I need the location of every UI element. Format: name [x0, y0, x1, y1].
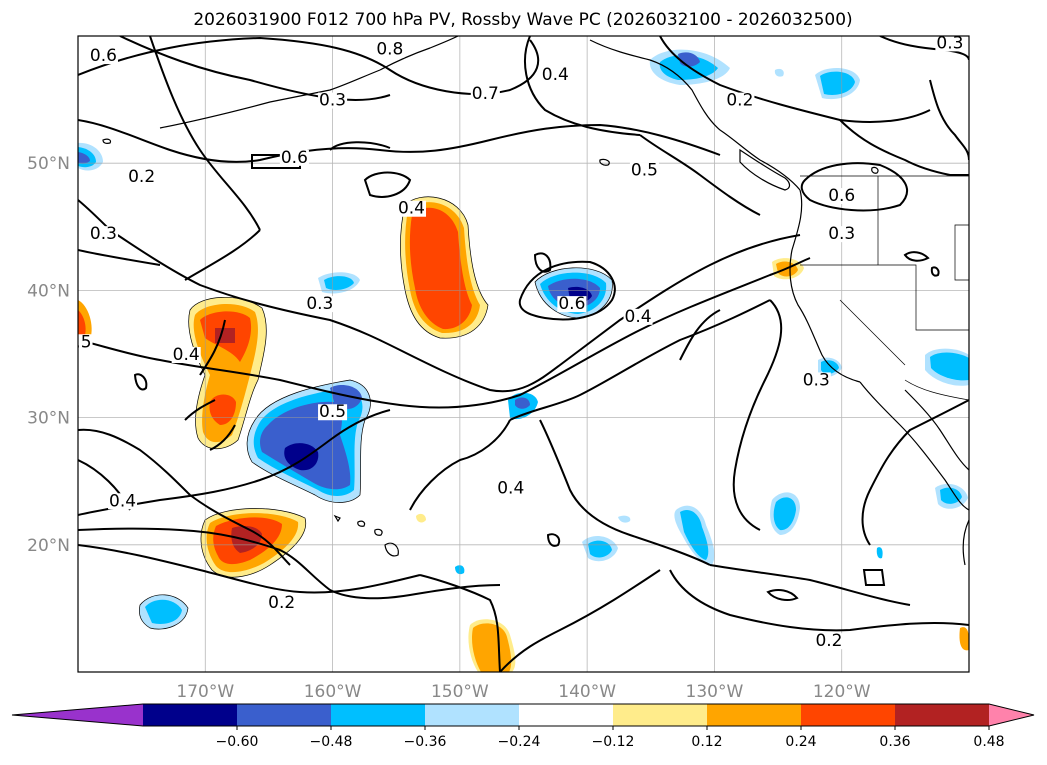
- contour-label-bg-22: [108, 493, 138, 510]
- colorbar-segment-1: [237, 704, 332, 726]
- contour-label-10: 0.6: [828, 186, 855, 206]
- contour-label-7: 0.2: [128, 167, 155, 187]
- contour-label-bg-17: [78, 334, 93, 351]
- y-tick-label-3: 50°N: [27, 154, 70, 174]
- colorbar-tick-label-7: 0.36: [879, 734, 910, 750]
- colorbar-segment-4: [519, 704, 614, 726]
- contour-label-20: 0.5: [319, 402, 346, 422]
- colorbar-extend-min: [12, 704, 143, 726]
- contour-label-bg-12: [88, 226, 118, 243]
- colorbar-tick-label-1: −0.48: [310, 734, 353, 750]
- pv-anomaly-shading: [78, 49, 969, 672]
- contour-label-19: 0.3: [803, 370, 830, 390]
- y-axis-ticks: 20°N 30°N 40°N 50°N: [27, 154, 70, 556]
- coastlines: [102, 36, 969, 566]
- contour-label-bg-10: [827, 188, 857, 204]
- contour-labels: 0.6 0.8 0.3 0.7 0.4 0.2 0.3 0.2 0.6 0.5 0.6 0.4 0.3 0…: [64, 33, 965, 651]
- contour-label-9: 0.5: [631, 161, 658, 181]
- contour-label-bg-23: [267, 595, 297, 612]
- colorbar-tick-label-4: −0.12: [592, 734, 635, 750]
- colorbar-segment-8: [895, 704, 990, 726]
- contour-label-6: 0.3: [936, 33, 963, 53]
- contour-label-bg-13: [827, 226, 857, 243]
- contour-label-bg-20: [318, 404, 348, 421]
- y-tick-label-0: 20°N: [27, 536, 70, 556]
- contour-label-bg-8: [279, 149, 309, 166]
- contour-label-bg-4: [540, 67, 570, 84]
- map-frame: [77, 35, 970, 673]
- contour-label-4: 0.4: [542, 65, 569, 85]
- contour-label-bg-14: [305, 296, 335, 313]
- positive-anomaly-central-north: [400, 196, 488, 339]
- colorbar-segment-5: [613, 704, 708, 726]
- contour-label-bg-21: [496, 480, 526, 497]
- contour-label-17: 0.5: [64, 332, 91, 352]
- contour-label-bg-3: [470, 86, 500, 103]
- y-tick-label-2: 40°N: [27, 281, 70, 301]
- political-borders: [800, 175, 969, 401]
- contour-label-bg-0: [88, 48, 118, 65]
- chart-title: 2026031900 F012 700 hPa PV, Rossby Wave …: [193, 10, 852, 30]
- x-tick-label-4: 130°W: [686, 682, 744, 702]
- map-area: 0.6 0.8 0.3 0.7 0.4 0.2 0.3 0.2 0.6 0.5 0.6 0.4 0.3 0…: [64, 33, 969, 672]
- contour-label-2: 0.3: [319, 91, 346, 111]
- contour-label-bg-9: [629, 162, 659, 179]
- colorbar-tick-label-0: −0.60: [216, 734, 259, 750]
- x-tick-label-1: 160°W: [304, 682, 362, 702]
- contour-label-16: 0.4: [625, 307, 652, 327]
- contour-label-bg-2: [318, 92, 348, 109]
- contour-label-5: 0.2: [726, 91, 753, 111]
- contour-label-13: 0.3: [828, 224, 855, 244]
- colorbar-tick-label-2: −0.36: [404, 734, 447, 750]
- contour-label-15: 0.6: [558, 294, 585, 314]
- x-axis-ticks: 170°W 160°W 150°W 140°W 130°W 120°W: [176, 682, 870, 702]
- colorbar-tick-label-8: 0.48: [973, 734, 1004, 750]
- contour-label-bg-6: [935, 36, 965, 52]
- colorbar-segment-6: [707, 704, 802, 726]
- contour-label-23: 0.2: [268, 593, 295, 613]
- contour-label-18: 0.4: [173, 345, 200, 365]
- colorbar-segment-3: [425, 704, 520, 726]
- contour-label-22: 0.4: [109, 491, 136, 511]
- colorbar-segment-0: [143, 704, 238, 726]
- colorbar-tick-label-3: −0.24: [498, 734, 541, 750]
- contour-label-21: 0.4: [497, 479, 524, 499]
- pv-contour-lines: [78, 36, 969, 672]
- contour-label-8: 0.6: [281, 148, 308, 168]
- x-tick-label-5: 120°W: [813, 682, 871, 702]
- y-tick-label-1: 30°N: [27, 409, 70, 429]
- contour-label-12: 0.3: [90, 224, 117, 244]
- contour-label-bg-15: [557, 296, 587, 313]
- contour-label-bg-7: [127, 168, 157, 185]
- x-tick-label-3: 140°W: [558, 682, 616, 702]
- contour-label-1: 0.8: [376, 40, 403, 60]
- x-tick-label-2: 150°W: [431, 682, 489, 702]
- contour-label-11: 0.4: [398, 199, 425, 219]
- contour-label-14: 0.3: [306, 294, 333, 314]
- negative-anomaly-small: [78, 49, 969, 630]
- colorbar-tick-label-6: 0.24: [785, 734, 816, 750]
- colorbar-extend-max: [989, 704, 1034, 726]
- contour-label-bg-24: [814, 633, 844, 650]
- contour-label-bg-19: [801, 372, 831, 389]
- colorbar-segment-2: [331, 704, 426, 726]
- contour-label-bg-5: [725, 92, 755, 109]
- contour-label-3: 0.7: [472, 84, 499, 104]
- contour-label-bg-16: [623, 308, 653, 325]
- contour-label-bg-18: [171, 347, 201, 363]
- contour-label-bg-11: [396, 200, 427, 217]
- contour-label-0: 0.6: [90, 46, 117, 66]
- contour-label-24: 0.2: [815, 631, 842, 651]
- colorbar: −0.60 −0.48 −0.36 −0.24 −0.12 0.12 0.24 0.36 0.4…: [11, 703, 1035, 750]
- gridlines: [78, 36, 969, 672]
- colorbar-tick-label-5: 0.12: [691, 734, 722, 750]
- x-tick-label-0: 170°W: [176, 682, 234, 702]
- colorbar-segment-7: [801, 704, 896, 726]
- contour-label-bg-1: [375, 41, 405, 58]
